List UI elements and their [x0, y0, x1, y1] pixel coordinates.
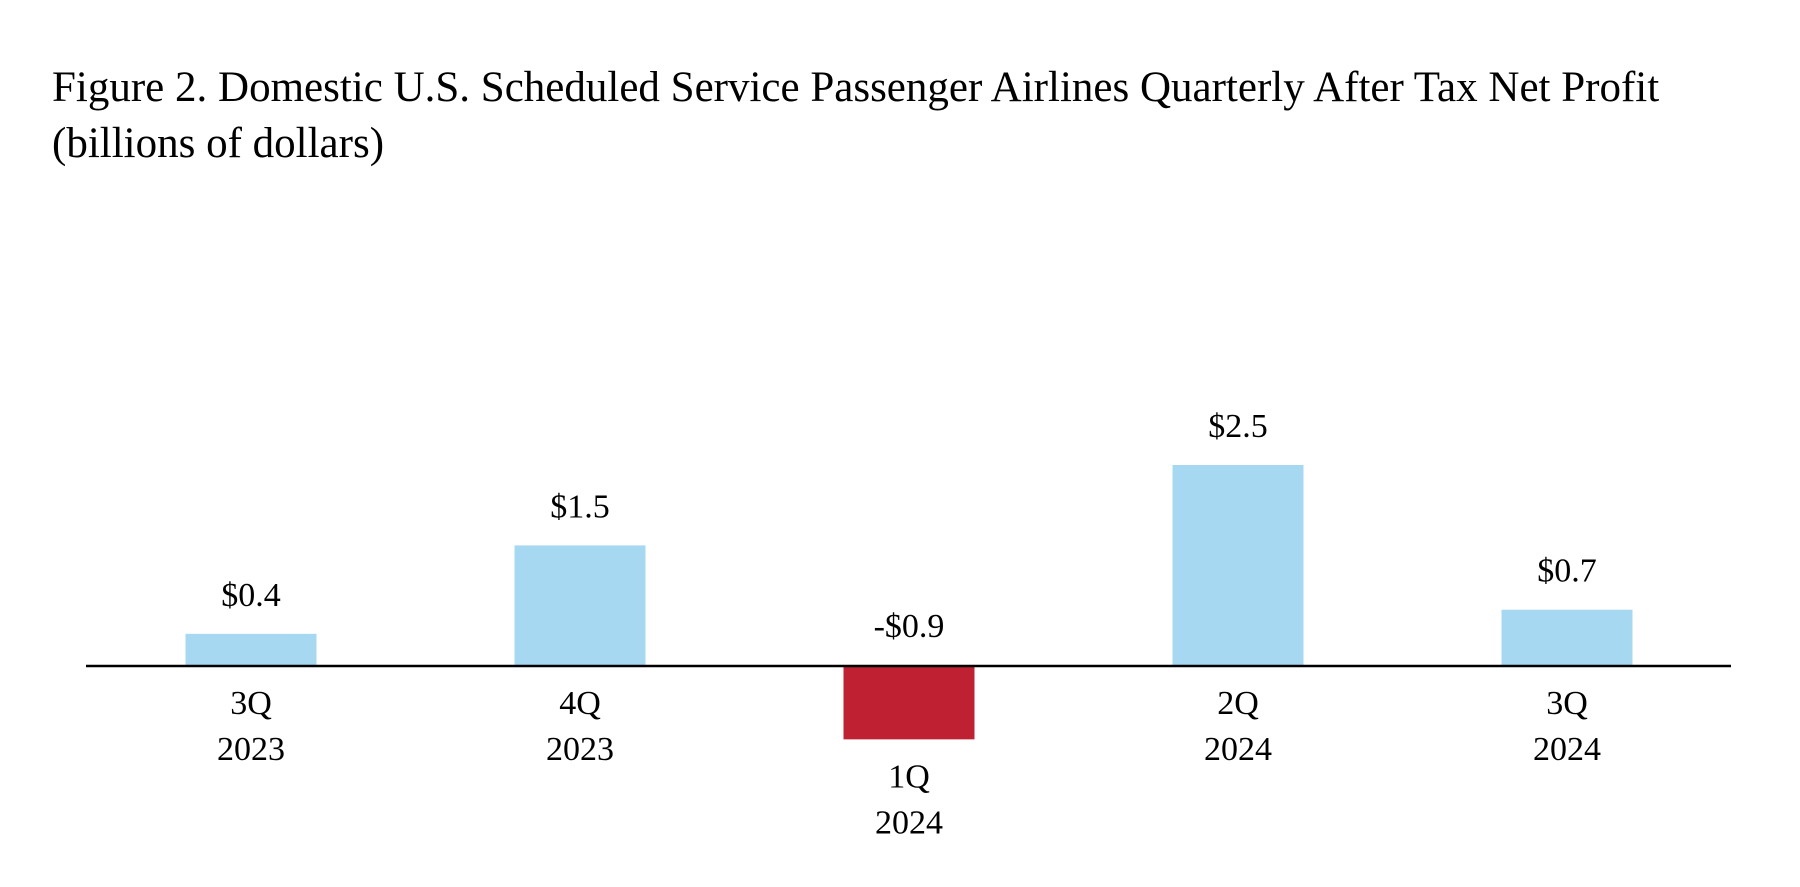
category-label-3-line-0: 2Q — [1217, 685, 1259, 722]
data-label-3: $2.5 — [1208, 408, 1268, 445]
chart-title: Figure 2. Domestic U.S. Scheduled Servic… — [52, 60, 1772, 172]
category-label-4-line-1: 2024 — [1533, 731, 1601, 768]
data-label-0: $0.4 — [221, 577, 281, 614]
data-label-4: $0.7 — [1537, 553, 1597, 590]
category-label-4-line-0: 3Q — [1546, 685, 1588, 722]
bar-4 — [1501, 609, 1633, 666]
category-label-1-line-0: 4Q — [559, 685, 601, 722]
bar-2 — [843, 667, 975, 740]
category-labels-group: 3Q 2023 4Q 2023 1Q 2024 2Q 2024 3Q 2024 — [217, 685, 1601, 841]
data-label-1: $1.5 — [550, 488, 610, 525]
bars-group — [185, 465, 1633, 740]
category-label-2-line-1: 2024 — [875, 804, 943, 841]
bar-0 — [185, 633, 317, 666]
category-label-3-line-1: 2024 — [1204, 731, 1272, 768]
data-label-2: -$0.9 — [874, 608, 945, 645]
bar-3 — [1172, 465, 1304, 666]
category-label-1-line-1: 2023 — [546, 731, 614, 768]
chart-subtitle: (billions of dollars) — [52, 120, 385, 167]
category-label-0-line-1: 2023 — [217, 731, 285, 768]
category-label-0-line-0: 3Q — [230, 685, 272, 722]
category-label-2-line-0: 1Q — [888, 758, 930, 795]
bar-1 — [514, 545, 646, 666]
data-labels-group: $0.4 $1.5 -$0.9 $2.5 $0.7 — [221, 408, 1597, 645]
chart-title-line: Figure 2. Domestic U.S. Scheduled Servic… — [52, 64, 1660, 111]
